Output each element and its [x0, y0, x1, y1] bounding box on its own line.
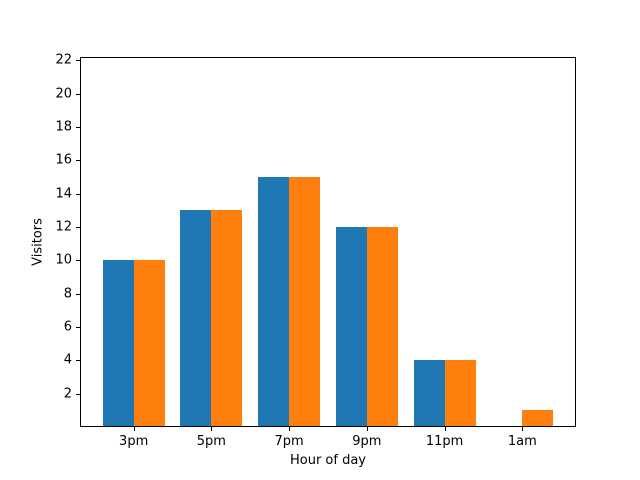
y-tick-label: 12 [55, 219, 72, 235]
y-tick-label: 14 [55, 186, 72, 202]
x-tick-mark [133, 427, 135, 431]
y-tick-label: 10 [55, 252, 72, 268]
y-tick-mark [76, 327, 80, 328]
bar-series-blue-9pm [335, 227, 367, 427]
bar-series-blue-11pm [413, 360, 445, 427]
x-tick-mark [444, 427, 446, 431]
bar-series-orange-7pm [289, 177, 321, 427]
bar-series-orange-3pm [133, 260, 165, 427]
y-tick-label: 4 [63, 352, 72, 368]
y-tick-mark [76, 393, 80, 395]
y-tick-label: 2 [63, 386, 72, 402]
x-tick-label: 7pm [274, 434, 304, 449]
y-tick-mark [76, 160, 80, 162]
x-tick-mark [289, 427, 291, 431]
y-tick-mark [76, 360, 80, 362]
x-tick-mark [366, 427, 368, 431]
y-tick-mark [76, 260, 80, 262]
y-tick-label: 8 [63, 286, 72, 302]
y-tick-mark [76, 227, 80, 228]
x-tick-label: 9pm [352, 434, 382, 449]
y-tick-label: 20 [55, 86, 72, 102]
bar-series-orange-11pm [444, 360, 476, 427]
y-tick-mark [76, 93, 80, 95]
y-tick-mark [76, 127, 80, 128]
bar-series-orange-1am [522, 410, 554, 427]
x-axis-label: Hour of day [289, 453, 367, 468]
x-tick-label: 3pm [119, 434, 149, 449]
x-tick-mark [522, 427, 524, 431]
bar-series-orange-9pm [366, 227, 398, 427]
bar-series-orange-5pm [211, 210, 243, 427]
y-tick-mark [76, 293, 80, 295]
bar-series-blue-5pm [180, 210, 212, 427]
y-tick-mark [76, 60, 80, 62]
y-tick-mark [76, 193, 80, 195]
bar-series-blue-3pm [102, 260, 134, 427]
x-tick-label: 5pm [196, 434, 226, 449]
x-tick-label: 1am [507, 434, 537, 449]
x-tick-mark [211, 427, 213, 431]
bar-series-blue-7pm [258, 177, 290, 427]
y-tick-label: 16 [55, 152, 72, 168]
y-tick-label: 6 [63, 319, 72, 335]
y-tick-label: 22 [55, 52, 72, 68]
x-tick-label: 11pm [425, 434, 464, 449]
y-tick-label: 18 [55, 119, 72, 135]
